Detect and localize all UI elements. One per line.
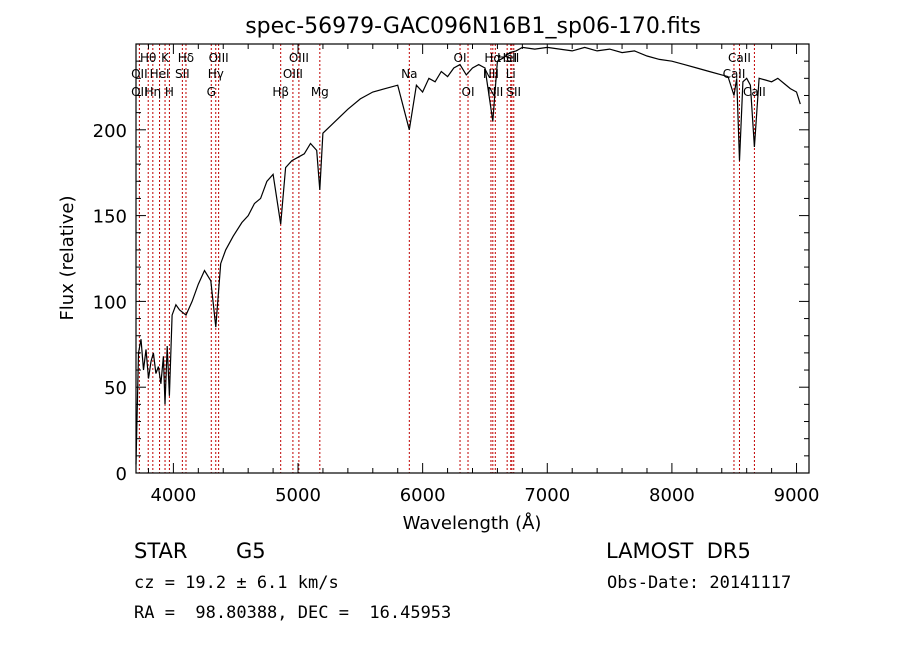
- line-label: OIII: [283, 67, 303, 81]
- y-tick-label: 100: [93, 292, 127, 313]
- line-label: Hγ: [208, 67, 224, 81]
- line-label: H: [165, 85, 174, 99]
- y-axis-label: Flux (relative): [57, 195, 78, 320]
- y-tick-label: 50: [104, 378, 127, 399]
- x-tick-label: 9000: [774, 485, 820, 506]
- y-tick-label: 150: [93, 207, 127, 228]
- line-label: CaII: [723, 67, 746, 81]
- line-label: Li: [506, 67, 516, 81]
- line-label: OI: [454, 51, 467, 65]
- line-label: HeI: [497, 51, 517, 65]
- line-label: OII: [131, 67, 148, 81]
- object-class: STAR: [134, 539, 188, 563]
- spectral-subclass: G5: [236, 539, 266, 563]
- y-tick-label: 0: [116, 464, 127, 485]
- x-axis-label: Wavelength (Å): [403, 512, 542, 534]
- chart-title: spec-56979-GAC096N16B1_sp06-170.fits: [245, 14, 701, 39]
- survey-name: LAMOST DR5: [606, 539, 751, 563]
- line-markers: [138, 44, 755, 473]
- x-tick-label: 4000: [150, 485, 196, 506]
- x-tick-label: 8000: [649, 485, 695, 506]
- line-label: OIII: [289, 51, 309, 65]
- line-label: SII: [175, 67, 190, 81]
- x-tick-label: 7000: [524, 485, 570, 506]
- spectrum-line: [135, 46, 801, 465]
- line-label: Na: [401, 67, 417, 81]
- sky-coordinates: RA = 98.80388, DEC = 16.45953: [134, 603, 452, 623]
- line-label: HeI: [150, 67, 170, 81]
- line-label: Hδ: [178, 51, 194, 65]
- line-labels: OIIOIIHθHηHeIKHSIIHδGHγOIIIHβOIIIOIIIMgN…: [131, 51, 766, 99]
- line-label: Hθ: [140, 51, 156, 65]
- line-label: G: [207, 85, 216, 99]
- redshift-velocity: cz = 19.2 ± 6.1 km/s: [134, 573, 339, 593]
- line-label: CaII: [728, 51, 751, 65]
- line-label: OII: [131, 85, 148, 99]
- y-axis: 0 50 100 150 200: [93, 43, 809, 485]
- line-label: SII: [505, 51, 520, 65]
- line-label: Mg: [311, 85, 329, 99]
- line-label: OIII: [209, 51, 229, 65]
- x-tick-label: 6000: [400, 485, 446, 506]
- x-axis: 4000 5000 6000 7000 8000 9000: [147, 44, 820, 506]
- x-tick-label: 5000: [275, 485, 321, 506]
- line-label: K: [161, 51, 170, 65]
- line-label: OI: [462, 85, 475, 99]
- line-label: SII: [506, 85, 521, 99]
- observation-date: Obs-Date: 20141117: [607, 573, 792, 593]
- plot-frame: [135, 43, 810, 474]
- line-label: Hβ: [272, 85, 289, 99]
- line-label: Hη: [145, 85, 162, 99]
- y-tick-label: 200: [93, 121, 127, 142]
- line-label: CaII: [743, 85, 766, 99]
